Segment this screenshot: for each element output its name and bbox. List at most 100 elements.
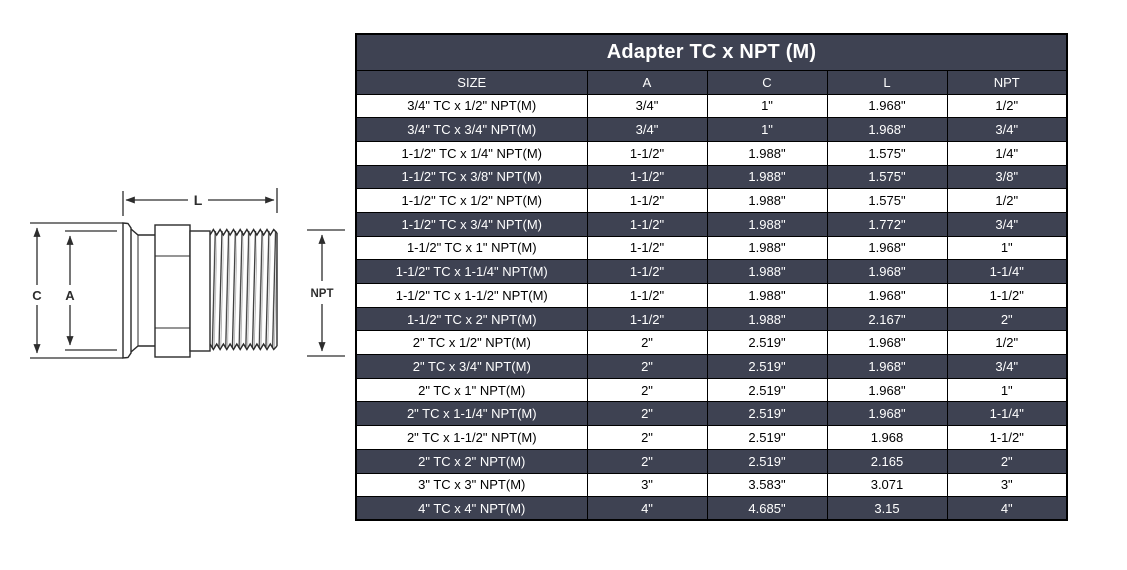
cell-npt: 3/8"	[946, 164, 1068, 190]
cell-c: 1.988"	[706, 164, 828, 190]
cell-l: 3.071	[826, 472, 948, 498]
table-row: 3/4" TC x 1/2" NPT(M) 3/4" 1" 1.968" 1/2"	[355, 93, 1068, 119]
table-row: 1-1/2" TC x 1-1/4" NPT(M) 1-1/2" 1.988" 1.9…	[355, 259, 1068, 284]
cell-size: 2" TC x 1" NPT(M)	[355, 377, 588, 403]
fitting-body	[122, 222, 278, 359]
cell-c: 2.519"	[706, 425, 828, 450]
cell-size: 2" TC x 1/2" NPT(M)	[355, 330, 588, 356]
dim-label-npt: NPT	[311, 288, 334, 300]
table-row: 1-1/2" TC x 1/2" NPT(M) 1-1/2" 1.988" 1.575…	[355, 188, 1068, 213]
cell-size: 3/4" TC x 1/2" NPT(M)	[355, 93, 588, 119]
cell-npt: 1"	[946, 235, 1068, 261]
table-row: 2" TC x 1/2" NPT(M) 2" 2.519" 1.968" 1/2"	[355, 330, 1068, 356]
dimension-npt	[307, 229, 345, 357]
cell-a: 2"	[586, 354, 708, 379]
cell-c: 1"	[706, 93, 828, 119]
cell-l: 1.772"	[826, 211, 948, 237]
cell-c: 2.519"	[706, 354, 828, 379]
cell-size: 2" TC x 1-1/4" NPT(M)	[355, 401, 588, 427]
ferrule-flange	[122, 222, 132, 359]
cell-l: 1.968"	[826, 117, 948, 142]
cell-c: 2.519"	[706, 377, 828, 403]
dim-label-l: L	[194, 192, 203, 208]
table-row: 1-1/2" TC x 3/8" NPT(M) 1-1/2" 1.988" 1.575…	[355, 164, 1068, 190]
cell-npt: 4"	[946, 496, 1068, 521]
cell-npt: 1/2"	[946, 188, 1068, 213]
cell-size: 3/4" TC x 3/4" NPT(M)	[355, 117, 588, 142]
fitting-diagram-svg: L C A NPT	[30, 188, 345, 359]
cell-a: 3"	[586, 472, 708, 498]
table-row: 2" TC x 2" NPT(M) 2" 2.519" 2.165 2"	[355, 448, 1068, 474]
cell-l: 1.968"	[826, 354, 948, 379]
cell-a: 2"	[586, 401, 708, 427]
cell-l: 1.968"	[826, 259, 948, 284]
cell-size: 4" TC x 4" NPT(M)	[355, 496, 588, 521]
cell-c: 2.519"	[706, 330, 828, 356]
dimension-a	[65, 230, 117, 351]
cell-l: 1.575"	[826, 188, 948, 213]
table-header-row: SIZE A C L NPT	[355, 69, 1068, 95]
table-title: Adapter TC x NPT (M)	[355, 33, 1068, 71]
cell-l: 1.968"	[826, 283, 948, 308]
cell-size: 1-1/2" TC x 3/4" NPT(M)	[355, 211, 588, 237]
cell-a: 2"	[586, 448, 708, 474]
cell-c: 1"	[706, 117, 828, 142]
cell-c: 2.519"	[706, 448, 828, 474]
cell-npt: 3/4"	[946, 117, 1068, 142]
cell-l: 1.968	[826, 425, 948, 450]
table-row: 2" TC x 3/4" NPT(M) 2" 2.519" 1.968" 3/4"	[355, 354, 1068, 379]
cell-a: 1-1/2"	[586, 235, 708, 261]
cell-a: 3/4"	[586, 93, 708, 119]
cell-npt: 1"	[946, 377, 1068, 403]
cell-npt: 3"	[946, 472, 1068, 498]
cell-size: 1-1/2" TC x 1/4" NPT(M)	[355, 140, 588, 166]
cell-a: 3/4"	[586, 117, 708, 142]
column-header-size: SIZE	[355, 69, 588, 95]
cell-l: 3.15	[826, 496, 948, 521]
cell-npt: 1-1/2"	[946, 283, 1068, 308]
cell-npt: 1/4"	[946, 140, 1068, 166]
table-row: 4" TC x 4" NPT(M) 4" 4.685" 3.15 4"	[355, 496, 1068, 521]
cell-c: 1.988"	[706, 306, 828, 332]
table-row: 1-1/2" TC x 3/4" NPT(M) 1-1/2" 1.988" 1.772…	[355, 211, 1068, 237]
column-header-l: L	[826, 69, 948, 95]
cell-a: 2"	[586, 377, 708, 403]
cell-a: 1-1/2"	[586, 164, 708, 190]
column-header-npt: NPT	[946, 69, 1068, 95]
table-row: 1-1/2" TC x 1" NPT(M) 1-1/2" 1.988" 1.968" 1…	[355, 235, 1068, 261]
cell-a: 1-1/2"	[586, 259, 708, 284]
cell-npt: 3/4"	[946, 211, 1068, 237]
cell-a: 1-1/2"	[586, 188, 708, 213]
cell-size: 1-1/2" TC x 1-1/4" NPT(M)	[355, 259, 588, 284]
cell-l: 1.968"	[826, 401, 948, 427]
table-row: 2" TC x 1-1/2" NPT(M) 2" 2.519" 1.968 1-1/2"	[355, 425, 1068, 450]
cell-npt: 2"	[946, 448, 1068, 474]
cell-size: 1-1/2" TC x 1/2" NPT(M)	[355, 188, 588, 213]
cell-npt: 1-1/2"	[946, 425, 1068, 450]
cell-size: 2" TC x 2" NPT(M)	[355, 448, 588, 474]
cell-size: 1-1/2" TC x 3/8" NPT(M)	[355, 164, 588, 190]
cell-size: 1-1/2" TC x 1-1/2" NPT(M)	[355, 283, 588, 308]
cell-size: 3" TC x 3" NPT(M)	[355, 472, 588, 498]
cell-a: 2"	[586, 330, 708, 356]
cell-l: 1.968"	[826, 235, 948, 261]
cell-l: 1.968"	[826, 377, 948, 403]
table-row: 2" TC x 1" NPT(M) 2" 2.519" 1.968" 1"	[355, 377, 1068, 403]
cell-c: 1.988"	[706, 235, 828, 261]
cell-size: 2" TC x 3/4" NPT(M)	[355, 354, 588, 379]
table-row: 1-1/2" TC x 2" NPT(M) 1-1/2" 1.988" 2.167" 2…	[355, 306, 1068, 332]
cell-npt: 1-1/4"	[946, 401, 1068, 427]
cell-l: 1.968"	[826, 330, 948, 356]
table-row: 1-1/2" TC x 1/4" NPT(M) 1-1/2" 1.988" 1.575…	[355, 140, 1068, 166]
table-row: 1-1/2" TC x 1-1/2" NPT(M) 1-1/2" 1.988" 1.9…	[355, 283, 1068, 308]
table-row: 3/4" TC x 3/4" NPT(M) 3/4" 1" 1.968" 3/4"	[355, 117, 1068, 142]
dimension-l	[122, 188, 278, 216]
cell-npt: 3/4"	[946, 354, 1068, 379]
cell-c: 1.988"	[706, 259, 828, 284]
cell-c: 1.988"	[706, 140, 828, 166]
cell-l: 1.575"	[826, 164, 948, 190]
cell-a: 1-1/2"	[586, 140, 708, 166]
table-row: 3" TC x 3" NPT(M) 3" 3.583" 3.071 3"	[355, 472, 1068, 498]
dimension-c	[30, 222, 123, 359]
